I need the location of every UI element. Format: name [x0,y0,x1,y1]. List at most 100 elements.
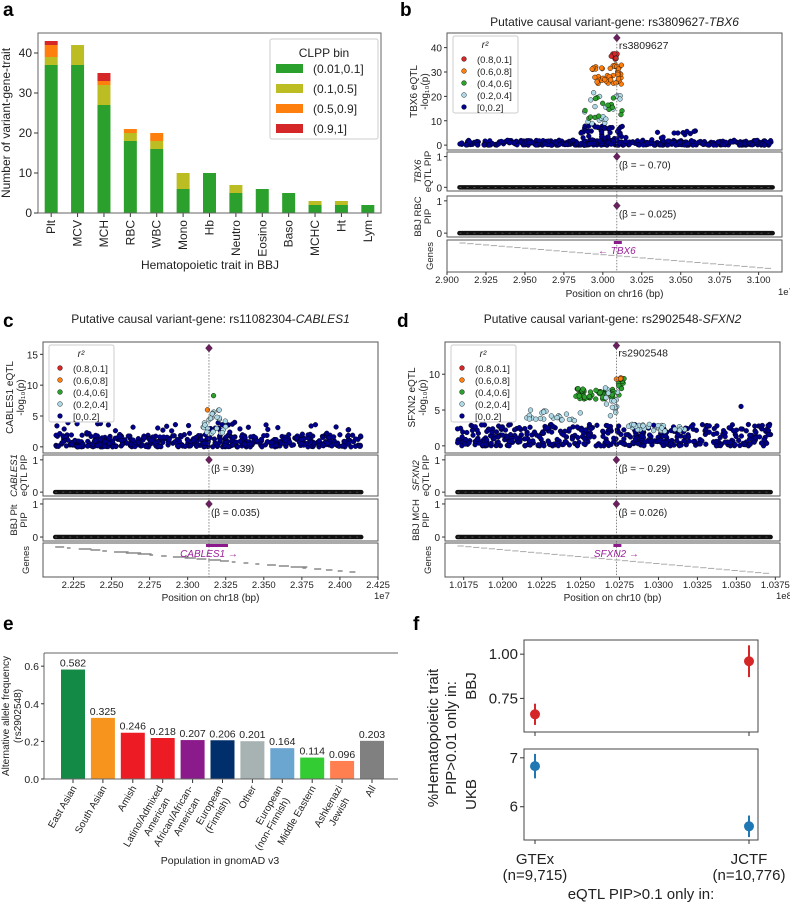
legend-frame [450,344,517,423]
variant-point [185,422,192,429]
variant-point [604,423,611,429]
main-plot-frame [42,341,379,454]
variant-point [169,428,175,434]
x-axis-offset: 1e8 [776,591,790,602]
variant-point [164,423,170,429]
variant-point [149,437,155,443]
x-tick-label: Plt [44,219,58,234]
variant-point [587,114,594,120]
variant-point [527,442,533,448]
x-tick-label: South Asian [73,784,109,836]
variant-point [227,429,233,435]
legend-frame [48,344,115,423]
pip-axis-label: eQTL PIP [421,455,432,496]
variant-point [761,436,767,443]
variant-point [603,401,610,407]
panel-c-locus-plot: Putative causal variant-gene: rs11082304… [5,312,390,604]
variant-point [656,438,663,444]
plot-frame [37,32,382,214]
pip-plot-frame [446,195,783,238]
genes-axis-label: Genes [21,546,32,574]
legend-label: (0.01,0.1] [313,62,364,76]
variant-point [324,430,330,436]
title-text: Putative causal variant-gene: rs11082304… [71,312,296,326]
legend-label: (0.9,1] [313,122,347,136]
variant-point [247,441,253,447]
variant-point [741,441,747,448]
lead-variant-marker [205,455,213,465]
variant-point [599,129,605,135]
x-tick-label: 2.400 [328,580,352,591]
plot-frame [523,748,759,841]
variant-point [242,435,248,441]
variant-point [470,432,476,438]
variant-point [124,440,130,446]
variant-point [613,55,619,61]
pip-plot-frame [42,454,379,497]
variant-point [357,443,363,449]
variant-point [586,133,592,139]
variant-point [549,429,555,435]
variant-point [580,135,586,141]
legend-label: (0.1,0.5] [313,82,357,96]
x-tick-label: 1.0250 [566,580,595,591]
variant-point [621,436,627,442]
variant-point [293,435,300,441]
panel-a-stacked-bar-chart: Plt MCV MCH RBC WBC Mono Hb Neutro Eosino Baso MCH… [0,32,382,272]
variant-point [463,142,469,148]
variant-point [587,389,594,395]
variant-point [509,438,515,444]
bar-segment [150,149,164,213]
bar-segment [97,73,111,81]
legend-marker [459,389,465,395]
variant-point [626,442,632,448]
y-axis-label: TBX6 eQTL [409,65,420,118]
variant-point [484,428,490,435]
variant-point [631,422,637,428]
legend: CLPP bin (0.01,0.1] (0.1,0.5] (0.5,0.9] (0.9… [269,38,379,140]
variant-point [560,432,566,438]
variant-point [602,385,609,391]
x-tick-label: All [364,784,379,799]
variant-point [738,403,744,410]
lead-variant-label: rs3809627 [619,40,669,52]
genes-plot-frame [446,239,783,273]
variant-point [613,409,619,416]
x-tick-label: MCH [97,220,111,247]
variant-point [160,427,166,433]
variant-point [578,130,584,136]
panel-letter: b [400,0,412,21]
variant-point [643,439,649,445]
legend-marker [57,365,63,371]
bar-value-label: 0.582 [60,658,86,670]
pip-axis-label: CABLES1 [9,454,20,497]
variant-point [577,410,583,416]
legend-label: [0,0.2] [477,103,503,114]
variant-point [488,440,494,446]
variant-point [541,443,547,449]
x-tick-label: RBC [123,220,137,246]
variant-point [141,435,147,441]
variant-point [753,138,759,144]
variant-point [282,437,288,443]
y-tick-label: 0.75 [489,690,518,707]
y-tick-label: 1 [434,500,440,511]
main-plot-frame [446,32,783,151]
variant-point [691,128,697,134]
variant-point [615,71,621,77]
variant-point [125,433,131,439]
legend-marker [57,377,63,383]
legend-label: (0.4,0.6] [477,79,512,90]
variant-point [581,394,588,400]
x-tick-label: 1.0375 [761,580,790,591]
variant-point [582,427,589,433]
variant-point [711,426,717,432]
effect-size-label: (β = 0.026) [618,508,667,519]
x-axis-offset: 1e7 [778,287,790,298]
variant-point [512,427,518,433]
bar [240,741,265,779]
variant-point [544,425,551,431]
bar-segment [334,205,348,213]
pip-axis-label: eQTL PIP [423,151,434,192]
variant-point [135,439,142,445]
